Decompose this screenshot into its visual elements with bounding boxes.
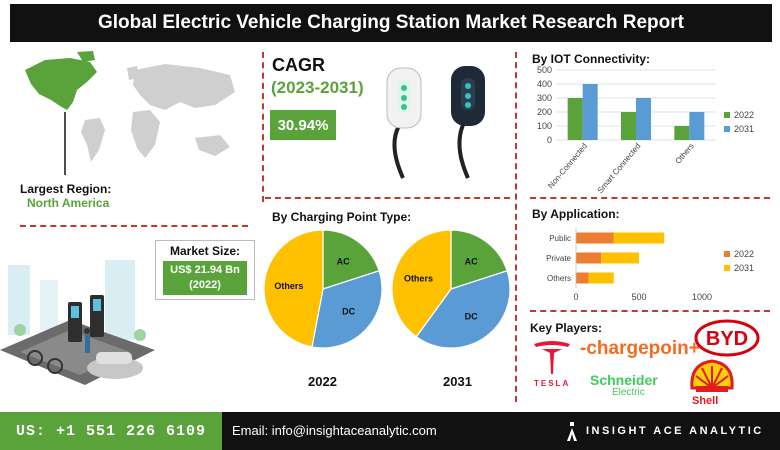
app-bar [576, 272, 589, 284]
iot-ytick-label: 100 [537, 121, 552, 131]
pie-2022-label-ac: AC [337, 256, 350, 266]
iot-ytick-label: 0 [547, 135, 552, 145]
pie-2031-label-ac: AC [465, 256, 478, 266]
iot-bar [621, 112, 636, 140]
market-size-value: US$ 21.94 Bn (2022) [163, 261, 247, 295]
iot-bar [636, 98, 651, 140]
city-charging-illustration [0, 260, 155, 385]
market-size-year: (2022) [189, 279, 221, 291]
iot-bar-chart: 0 100 200 300 400 500 Non-Connected Smart Conne… [537, 65, 754, 194]
iot-legend-label: 2031 [734, 124, 754, 134]
cagr-value: 30.94% [270, 110, 336, 140]
tesla-logo-text: TESLA [534, 379, 571, 388]
app-legend-label: 2022 [734, 249, 754, 259]
pie-chart-2031: AC DC Others [391, 229, 511, 349]
divider-vertical-2 [515, 52, 517, 402]
app-category-label: Public [549, 234, 571, 243]
divider-left [20, 225, 248, 227]
iot-category-label: Non-Connected [546, 142, 589, 191]
iot-ytick-label: 500 [537, 65, 552, 75]
iot-legend-swatch [724, 126, 730, 132]
byd-logo-icon: BYD [694, 319, 760, 357]
pie-chart-2022: AC DC Others [263, 229, 383, 349]
app-xtick-label: 0 [573, 292, 578, 302]
iot-legend-label: 2022 [734, 110, 754, 120]
cagr-label: CAGR [272, 55, 325, 75]
divider-middle [265, 197, 510, 199]
pie-2022-year: 2022 [308, 374, 337, 389]
pie-2031-slice-others [391, 229, 452, 338]
pie-2031-slice-dc [415, 270, 511, 349]
iot-bar [674, 126, 690, 140]
iot-ytick-label: 300 [537, 93, 552, 103]
app-category-label: Private [546, 254, 571, 263]
footer-brand: INSIGHT ACE ANALYTIC [586, 425, 764, 437]
schneider-logo-text: Schneider [590, 372, 658, 388]
shell-logo-text: Shell [692, 395, 719, 407]
charging-point-heading: By Charging Point Type: [272, 210, 412, 224]
chargepoint-logo: -chargepoin+ [580, 338, 700, 359]
pie-2022-label-dc: DC [342, 307, 355, 317]
divider-vertical-1 [262, 52, 264, 202]
iot-bar [582, 84, 598, 140]
market-size-amount: US$ 21.94 Bn [170, 264, 240, 277]
divider-right-1 [530, 197, 770, 199]
pie-2022-slice-ac [322, 229, 380, 290]
footer-phone: US: +1 551 226 6109 [0, 412, 222, 450]
divider-right-2 [530, 310, 770, 312]
application-heading: By Application: [532, 207, 620, 221]
pie-2022-slice-others [263, 229, 324, 348]
app-legend-swatch [724, 265, 730, 271]
pie-2031-label-others: Others [404, 273, 433, 283]
iot-bar [689, 112, 705, 140]
schneider-logo-subtext: Electric [612, 387, 645, 398]
iot-ytick-label: 200 [537, 107, 552, 117]
report-title: Global Electric Vehicle Charging Station… [10, 4, 772, 42]
app-category-label: Others [547, 274, 571, 283]
iot-category-label: Smart Connected [596, 142, 643, 194]
app-legend-swatch [724, 251, 730, 257]
insight-ace-logo-icon [567, 422, 577, 441]
byd-logo-text: BYD [706, 328, 748, 350]
iot-bar [567, 98, 583, 140]
app-bar [576, 232, 614, 244]
pie-2022-slice-dc [311, 270, 383, 349]
app-bar [588, 272, 614, 284]
footer-bar: Email: info@insightaceanalytic.com INSIG… [222, 412, 780, 450]
market-size-card: Market Size: US$ 21.94 Bn (2022) [155, 240, 255, 300]
iot-heading: By IOT Connectivity: [532, 52, 651, 66]
app-xtick-label: 500 [631, 292, 646, 302]
pie-2031-slice-ac [450, 229, 508, 290]
iot-ytick-label: 400 [537, 79, 552, 89]
app-bar [613, 232, 665, 244]
pie-2022-label-others: Others [274, 281, 303, 291]
world-map-icon [25, 51, 235, 175]
key-players-heading: Key Players: [530, 321, 603, 335]
pie-2031-label-dc: DC [465, 312, 478, 322]
iot-category-label: Others [674, 142, 696, 166]
footer-email: Email: info@insightaceanalytic.com [232, 423, 437, 438]
shell-logo-icon [690, 359, 734, 392]
cagr-period: (2023-2031) [271, 78, 364, 97]
tesla-logo-icon [534, 341, 570, 374]
pie-2031-year: 2031 [443, 374, 472, 389]
market-size-label: Market Size: [169, 244, 241, 258]
ev-charger-illustration [386, 66, 485, 179]
app-legend-label: 2031 [734, 263, 754, 273]
largest-region-value: North America [27, 196, 110, 210]
largest-region-label: Largest Region: [20, 182, 112, 196]
iot-legend-swatch [724, 112, 730, 118]
app-bar [576, 252, 602, 264]
app-bar [601, 252, 639, 264]
app-xtick-label: 1000 [692, 292, 712, 302]
